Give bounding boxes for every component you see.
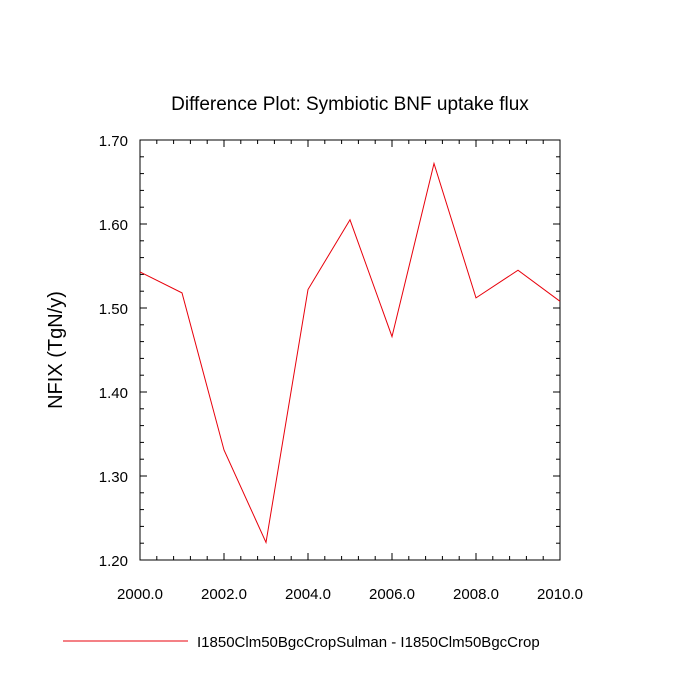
x-tick-label: 2004.0 [285, 586, 331, 603]
legend-label: I1850Clm50BgcCropSulman - I1850Clm50BgcC… [197, 634, 540, 651]
y-tick-labels: 1.20 1.30 1.40 1.50 1.60 1.70 [99, 133, 128, 570]
y-tick-label: 1.20 [99, 553, 128, 570]
plot-frame [139, 139, 561, 561]
series-line [139, 161, 561, 545]
x-tick-label: 2008.0 [453, 586, 499, 603]
series-layer [139, 161, 561, 545]
x-tick-labels: 2000.0 2002.0 2004.0 2006.0 2008.0 2010.0 [117, 586, 583, 603]
y-tick-label: 1.40 [99, 385, 128, 402]
chart-title: Difference Plot: Symbiotic BNF uptake fl… [171, 94, 529, 115]
y-tick-label: 1.60 [99, 217, 128, 234]
axis-ticks [139, 139, 561, 561]
x-tick-label: 2010.0 [537, 586, 583, 603]
y-axis-label: NFIX (TgN/y) [45, 291, 67, 409]
x-tick-label: 2002.0 [201, 586, 247, 603]
legend: I1850Clm50BgcCropSulman - I1850Clm50BgcC… [63, 634, 540, 651]
x-tick-label: 2006.0 [369, 586, 415, 603]
y-tick-label: 1.50 [99, 301, 128, 318]
y-tick-label: 1.70 [99, 133, 128, 150]
x-tick-label: 2000.0 [117, 586, 163, 603]
y-tick-label: 1.30 [99, 469, 128, 486]
